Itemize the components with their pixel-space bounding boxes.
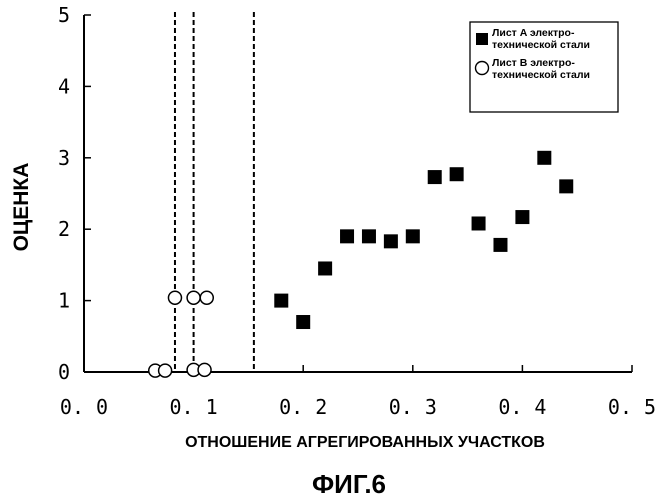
legend-label-sheet-b-line2: технической стали [492, 69, 590, 81]
point-sheet-a [362, 229, 376, 243]
legend-marker-sheet-b [476, 62, 489, 75]
x-tick-label: 0. 1 [170, 395, 218, 419]
point-sheet-a [472, 216, 486, 230]
point-sheet-b [159, 364, 172, 377]
point-sheet-a [296, 315, 310, 329]
x-axis-label: ОТНОШЕНИЕ АГРЕГИРОВАННЫХ УЧАСТКОВ [185, 434, 545, 451]
legend-label-sheet-a-line2: технической стали [492, 39, 590, 51]
legend-label-sheet-a-line1: Лист A электро- [492, 27, 575, 39]
legend: Лист A электро- технической стали Лист B… [470, 22, 618, 112]
figure-caption: ФИГ.6 [312, 469, 386, 499]
point-sheet-a [559, 179, 573, 193]
y-tick-label: 3 [58, 146, 70, 170]
point-sheet-b [200, 291, 213, 304]
y-axis-label: ОЦЕНКА [10, 163, 33, 252]
legend-marker-sheet-a [476, 33, 488, 45]
y-tick-label: 5 [58, 3, 70, 27]
x-tick-label: 0. 0 [60, 395, 108, 419]
point-sheet-b [168, 291, 181, 304]
x-tick-label: 0. 5 [608, 395, 655, 419]
y-ticks: 0 1 2 3 4 5 [58, 3, 91, 384]
x-tick-label: 0. 3 [389, 395, 437, 419]
x-tick-label: 0. 4 [498, 395, 546, 419]
point-sheet-a [384, 234, 398, 248]
point-sheet-a [493, 238, 507, 252]
point-sheet-a [340, 229, 354, 243]
point-sheet-a [537, 151, 551, 165]
y-tick-label: 2 [58, 217, 70, 241]
point-sheet-a [406, 229, 420, 243]
point-sheet-a [318, 261, 332, 275]
legend-label-sheet-b-line1: Лист B электро- [492, 57, 575, 69]
data-points [149, 151, 574, 377]
point-sheet-a [428, 170, 442, 184]
y-tick-label: 0 [58, 360, 70, 384]
x-tick-label: 0. 2 [279, 395, 327, 419]
point-sheet-a [450, 167, 464, 181]
point-sheet-b [198, 363, 211, 376]
point-sheet-a [274, 294, 288, 308]
y-tick-label: 1 [58, 289, 70, 313]
y-tick-label: 4 [58, 74, 70, 98]
point-sheet-b [187, 291, 200, 304]
point-sheet-a [515, 210, 529, 224]
reference-lines [175, 12, 254, 372]
